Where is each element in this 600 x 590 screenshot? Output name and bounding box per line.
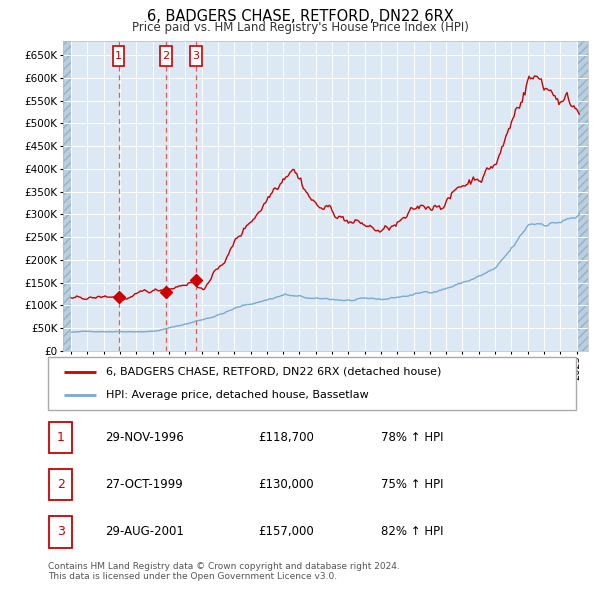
Text: 2: 2: [163, 51, 170, 61]
FancyBboxPatch shape: [160, 46, 172, 66]
Text: 3: 3: [193, 51, 200, 61]
Bar: [63, 41, 71, 351]
Text: 29-AUG-2001: 29-AUG-2001: [105, 525, 184, 539]
Bar: [63, 41, 71, 351]
FancyBboxPatch shape: [190, 46, 202, 66]
FancyBboxPatch shape: [113, 46, 124, 66]
Text: 82% ↑ HPI: 82% ↑ HPI: [381, 525, 443, 539]
Bar: [577, 41, 588, 351]
Text: This data is licensed under the Open Government Licence v3.0.: This data is licensed under the Open Gov…: [48, 572, 337, 581]
Text: 1: 1: [115, 51, 122, 61]
Text: £118,700: £118,700: [258, 431, 314, 444]
Text: Contains HM Land Registry data © Crown copyright and database right 2024.: Contains HM Land Registry data © Crown c…: [48, 562, 400, 571]
Text: 27-OCT-1999: 27-OCT-1999: [105, 478, 183, 491]
Text: 29-NOV-1996: 29-NOV-1996: [105, 431, 184, 444]
Text: Price paid vs. HM Land Registry's House Price Index (HPI): Price paid vs. HM Land Registry's House …: [131, 21, 469, 34]
Text: £157,000: £157,000: [258, 525, 314, 539]
Bar: [577, 41, 588, 351]
Text: 1: 1: [56, 431, 65, 444]
FancyBboxPatch shape: [49, 516, 72, 548]
FancyBboxPatch shape: [49, 469, 72, 500]
FancyBboxPatch shape: [49, 422, 72, 453]
Text: £130,000: £130,000: [258, 478, 314, 491]
Text: 6, BADGERS CHASE, RETFORD, DN22 6RX (detached house): 6, BADGERS CHASE, RETFORD, DN22 6RX (det…: [106, 367, 442, 377]
Text: HPI: Average price, detached house, Bassetlaw: HPI: Average price, detached house, Bass…: [106, 390, 369, 400]
Text: 6, BADGERS CHASE, RETFORD, DN22 6RX: 6, BADGERS CHASE, RETFORD, DN22 6RX: [146, 9, 454, 24]
Text: 3: 3: [56, 525, 65, 539]
Text: 2: 2: [56, 478, 65, 491]
Text: 78% ↑ HPI: 78% ↑ HPI: [381, 431, 443, 444]
FancyBboxPatch shape: [48, 357, 576, 410]
Text: 75% ↑ HPI: 75% ↑ HPI: [381, 478, 443, 491]
